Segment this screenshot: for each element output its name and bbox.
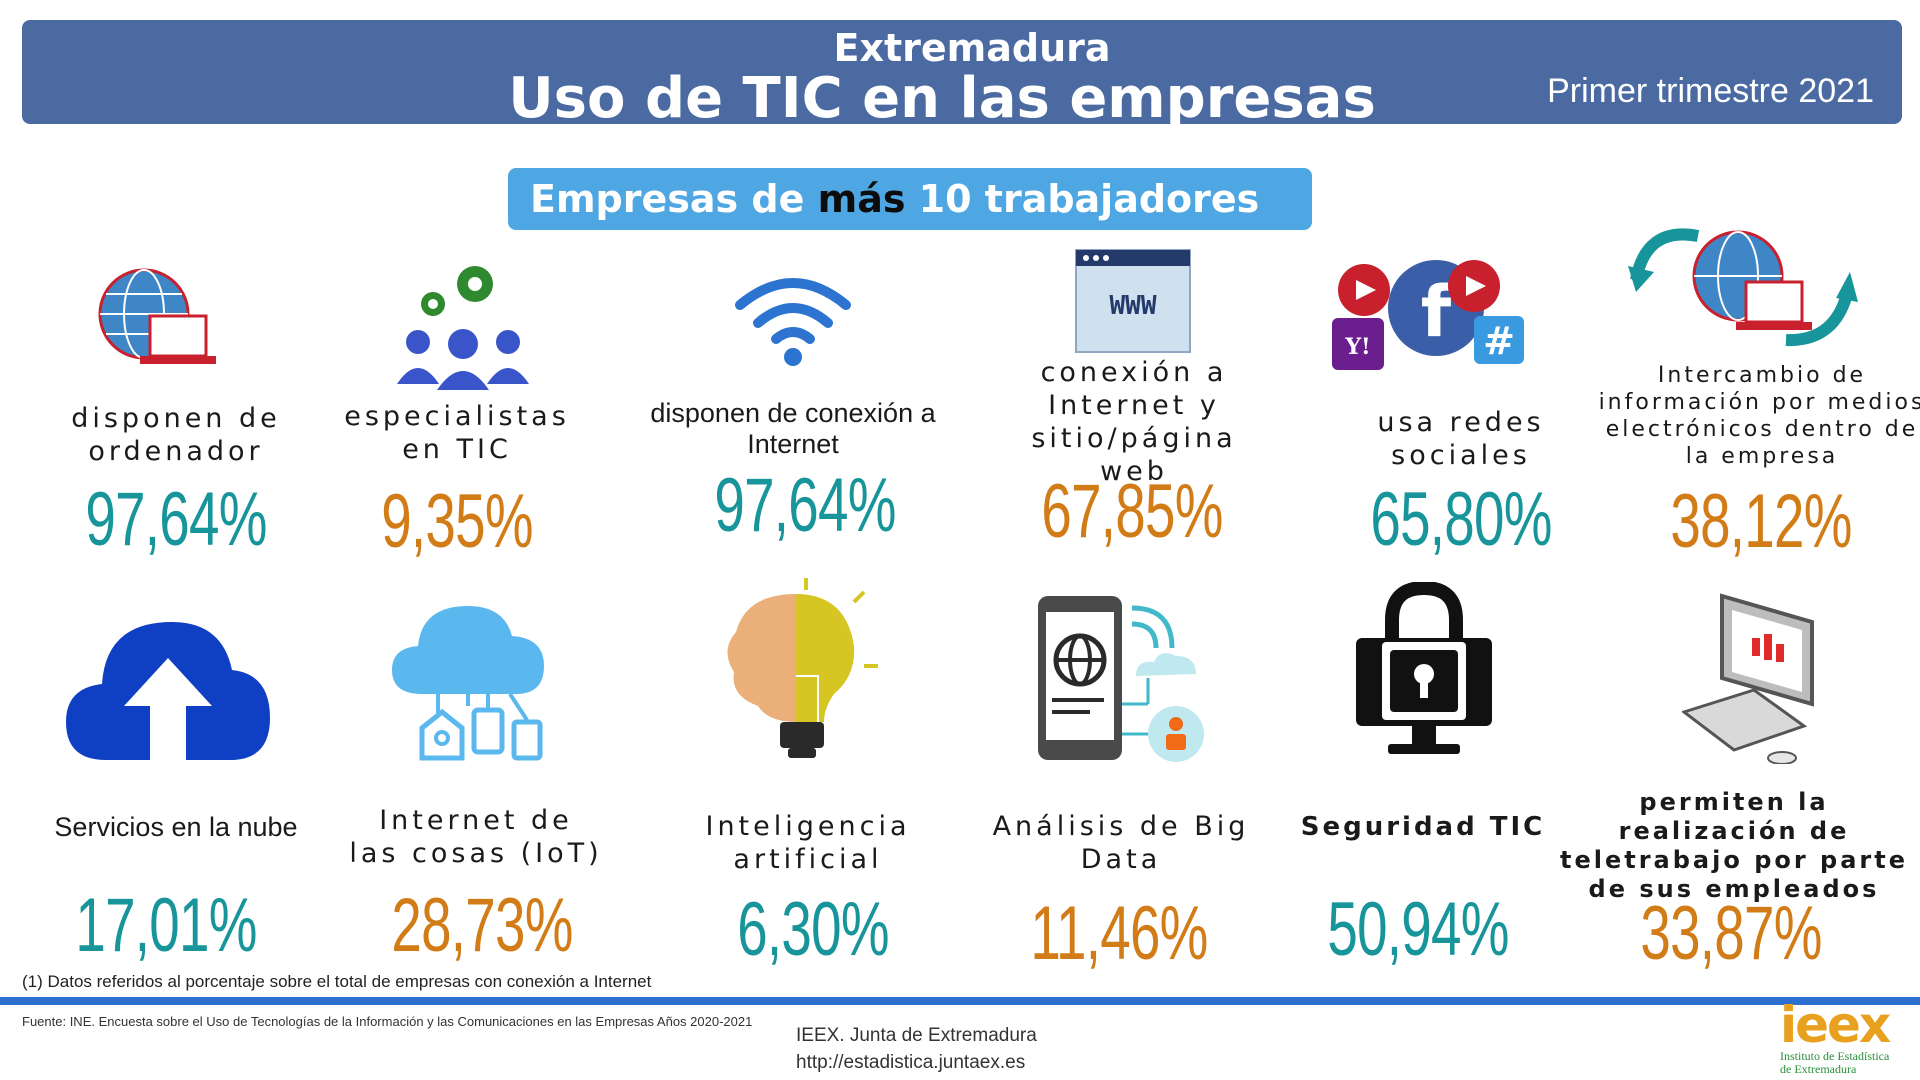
label-sitio-web: conexión a Internet y sitio/página web (1031, 357, 1237, 487)
logo-mark: ieex (1780, 996, 1891, 1054)
label-teletrabajo: permiten la realización de teletrabajo p… (1559, 788, 1909, 903)
value-ia: 6,30% (737, 887, 889, 972)
ieex-logo: ieex Instituto de Estadística de Extrema… (1780, 1000, 1904, 1076)
value-sitio-web: 67,85% (1041, 469, 1223, 554)
iot-cloud-icon (392, 606, 544, 761)
subheading-prefix: Empresas de (530, 177, 818, 221)
data-exchange-icon (1628, 228, 1858, 347)
label-intercambio: Intercambio de información por medios el… (1598, 363, 1920, 469)
page-title: Uso de TIC en las empresas (508, 66, 1376, 131)
computer-globe-icon (98, 268, 216, 364)
www-browser-icon: WWW (1075, 249, 1191, 353)
value-nube: 17,01% (75, 883, 257, 968)
social-media-icon: f Y! # (1332, 260, 1524, 370)
security-lock-icon (1356, 582, 1492, 754)
subheading-banner: Empresas de más 10 trabajadores (1) (508, 168, 1312, 283)
region-title: Extremadura (833, 26, 1111, 70)
value-iot: 28,73% (391, 883, 573, 968)
value-redes-sociales: 65,80% (1370, 477, 1552, 562)
brain-bulb-icon (727, 578, 878, 758)
label-conexion: disponen de conexión a Internet (650, 398, 936, 459)
value-conexion: 97,64% (714, 463, 896, 548)
value-intercambio: 38,12% (1670, 479, 1852, 564)
label-ordenador: disponen de ordenador (71, 403, 281, 467)
value-especialistas: 9,35% (381, 479, 533, 564)
people-gears-icon (397, 266, 529, 390)
label-ia: Inteligencia artificial (705, 811, 911, 875)
value-ordenador: 97,64% (85, 477, 267, 562)
wifi-icon (735, 278, 851, 366)
organization-url[interactable]: http://estadistica.juntaex.es (796, 1052, 1026, 1073)
label-redes-sociales: usa redes sociales (1377, 407, 1545, 471)
svg-text:#: # (1483, 319, 1515, 363)
value-teletrabajo: 33,87% (1640, 891, 1822, 976)
value-big-data: 11,46% (1030, 891, 1208, 976)
label-seguridad: Seguridad TIC (1300, 812, 1546, 842)
subheading-suffix: 10 trabajadores (1) (530, 177, 1260, 283)
organization-info: IEEX. Junta de Extremadura http://estadi… (796, 1022, 1037, 1076)
header-banner: Extremadura Uso de TIC en las empresas P… (22, 20, 1902, 131)
logo-line-1: Instituto de Estadística (1780, 1049, 1890, 1063)
label-especialistas: especialistas en TIC (344, 401, 570, 465)
label-big-data: Análisis de Big Data (992, 811, 1250, 875)
organization-name: IEEX. Junta de Extremadura (796, 1025, 1037, 1046)
value-seguridad: 50,94% (1327, 887, 1509, 972)
label-iot: Internet de las cosas (IoT) (349, 805, 603, 869)
source-note: Fuente: INE. Encuesta sobre el Uso de Te… (22, 1014, 753, 1029)
subheading-emphasis: más (817, 177, 906, 221)
telework-computer-icon (1682, 593, 1814, 764)
svg-text:WWW: WWW (1110, 291, 1157, 321)
cloud-upload-icon (66, 622, 270, 760)
svg-text:Y!: Y! (1344, 334, 1370, 360)
footer-divider (0, 997, 1920, 1005)
logo-line-2: de Extremadura (1780, 1062, 1857, 1076)
period-label: Primer trimestre 2021 (1547, 72, 1874, 110)
footnote: (1) Datos referidos al porcentaje sobre … (22, 972, 652, 991)
svg-text:f: f (1421, 271, 1453, 353)
big-data-phone-icon (1038, 596, 1204, 762)
label-nube: Servicios en la nube (54, 812, 298, 842)
